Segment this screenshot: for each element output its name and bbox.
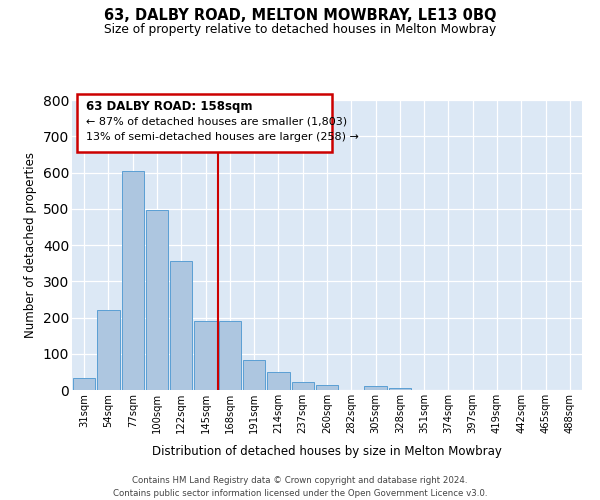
Bar <box>122 170 144 390</box>
Text: Distribution of detached houses by size in Melton Mowbray: Distribution of detached houses by size … <box>152 444 502 458</box>
Bar <box>364 386 387 390</box>
Bar <box>316 385 338 390</box>
Text: 13% of semi-detached houses are larger (258) →: 13% of semi-detached houses are larger (… <box>86 132 359 141</box>
Text: Size of property relative to detached houses in Melton Mowbray: Size of property relative to detached ho… <box>104 22 496 36</box>
Bar <box>292 382 314 390</box>
Text: ← 87% of detached houses are smaller (1,803): ← 87% of detached houses are smaller (1,… <box>86 116 347 126</box>
Bar <box>194 321 217 390</box>
Bar <box>218 321 241 390</box>
Bar <box>267 372 290 390</box>
Bar <box>243 360 265 390</box>
Text: 63 DALBY ROAD: 158sqm: 63 DALBY ROAD: 158sqm <box>86 100 253 113</box>
Y-axis label: Number of detached properties: Number of detached properties <box>24 152 37 338</box>
Bar <box>170 262 193 390</box>
Bar <box>146 210 168 390</box>
Bar <box>389 388 411 390</box>
Text: Contains HM Land Registry data © Crown copyright and database right 2024.
Contai: Contains HM Land Registry data © Crown c… <box>113 476 487 498</box>
Text: 63, DALBY ROAD, MELTON MOWBRAY, LE13 0BQ: 63, DALBY ROAD, MELTON MOWBRAY, LE13 0BQ <box>104 8 496 22</box>
Bar <box>73 378 95 390</box>
Bar <box>97 310 119 390</box>
